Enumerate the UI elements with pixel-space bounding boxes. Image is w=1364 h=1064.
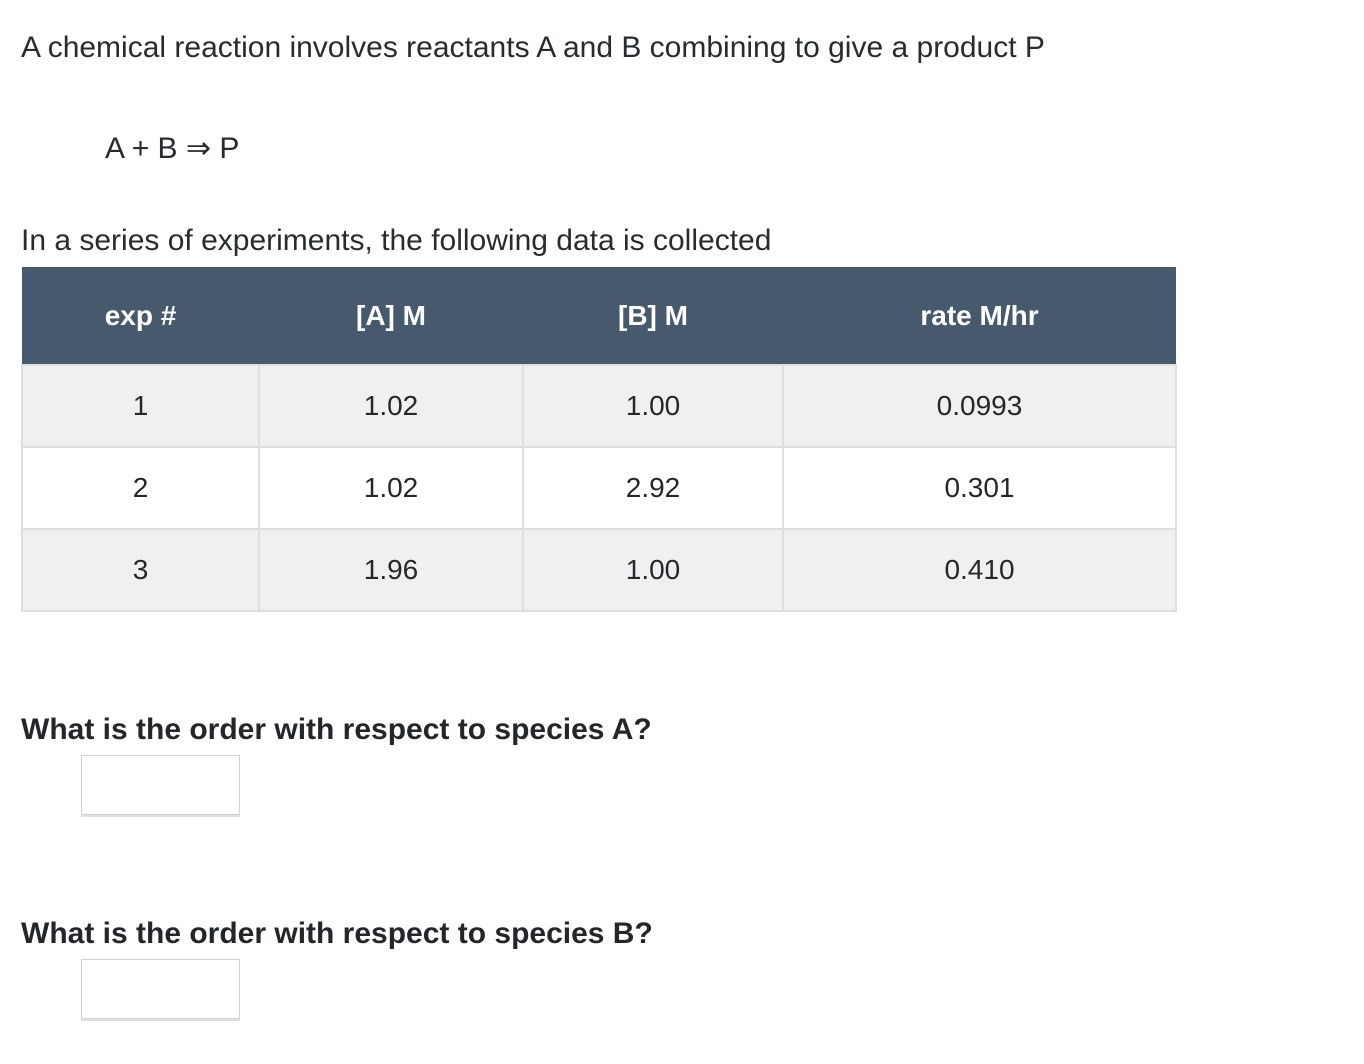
table-cell: 1.00	[522, 364, 784, 448]
column-header-rate: rate M/hr	[783, 267, 1176, 365]
problem-statement: A chemical reaction involves reactants A…	[21, 31, 1045, 64]
question-a-text: What is the order with respect to specie…	[21, 713, 652, 746]
question-page: A chemical reaction involves reactants A…	[0, 30, 1364, 1019]
column-header-exp: exp #	[22, 267, 259, 365]
question-block-a: What is the order with respect to specie…	[21, 712, 1343, 815]
table-cell: 1.02	[258, 364, 524, 448]
table-cell: 0.301	[782, 446, 1177, 530]
table-cell: 0.410	[782, 528, 1177, 612]
table-cell: 1.96	[258, 528, 524, 612]
table-cell: 2.92	[522, 446, 784, 530]
table-cell: 1	[21, 364, 260, 448]
table-row-2: 2 1.02 2.92 0.301	[21, 446, 1177, 530]
column-header-b: [B] M	[523, 267, 783, 365]
table-cell: 3	[21, 528, 260, 612]
question-b-text: What is the order with respect to specie…	[21, 917, 653, 950]
answer-input-a[interactable]	[81, 755, 240, 815]
question-block-b: What is the order with respect to specie…	[21, 916, 1343, 1019]
table-row-1: 1 1.02 1.00 0.0993	[21, 364, 1177, 448]
table-cell: 0.0993	[782, 364, 1177, 448]
table-cell: 2	[21, 446, 260, 530]
data-intro-text: In a series of experiments, the followin…	[21, 224, 772, 257]
table-cell: 1.02	[258, 446, 524, 530]
answer-input-b[interactable]	[81, 959, 240, 1019]
table-cell: 1.00	[522, 528, 784, 612]
reaction-equation: A + B ⇒ P	[105, 132, 240, 165]
column-header-a: [A] M	[259, 267, 523, 365]
experiment-data-table: exp # [A] M [B] M rate M/hr 1 1.02 1.00 …	[21, 267, 1177, 612]
table-row-3: 3 1.96 1.00 0.410	[21, 528, 1177, 612]
table-header-row: exp # [A] M [B] M rate M/hr	[22, 267, 1176, 365]
